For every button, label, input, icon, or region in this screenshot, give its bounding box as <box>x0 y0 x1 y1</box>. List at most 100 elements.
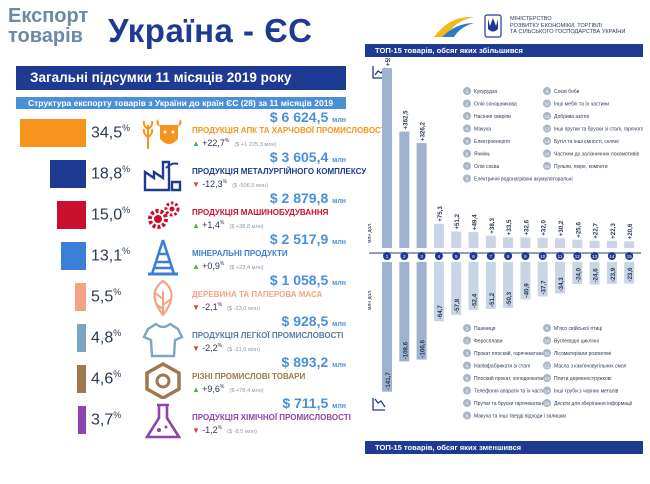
decrease-legend-number: 12 <box>544 363 550 368</box>
increase-legend-badge <box>543 162 551 170</box>
nut-icon <box>145 361 181 399</box>
category-badge <box>504 252 513 260</box>
decrease-bar <box>606 262 617 284</box>
change-line: ▲ +1,4%($ +38,8 млн) <box>192 220 264 230</box>
decrease-legend-item: Інші труби з чорних металів <box>554 388 619 394</box>
decrease-label: -108,6 <box>402 341 409 359</box>
category-number: 12 <box>575 254 581 259</box>
category-badge <box>383 252 391 260</box>
increase-legend-badge <box>463 99 471 108</box>
category-row: 15,0% $ 2 879,8 млн ПРОДУКЦІЯ МАШИНОБУДУВА… <box>16 190 356 239</box>
category-name: ПРОДУКЦІЯ МАШИНОБУДУВАННЯ <box>192 208 329 217</box>
arrow-down-icon: ▼ <box>192 303 203 312</box>
decrease-label: -23,9 <box>610 267 617 282</box>
change-percent: +1,4 <box>202 220 220 230</box>
decrease-bar <box>537 262 548 297</box>
category-number: 1 <box>386 254 389 259</box>
decrease-legend-number: 1 <box>466 326 469 331</box>
increase-legend-item: Ячмінь <box>474 151 491 157</box>
category-name: МІНЕРАЛЬНІ ПРОДУКТИ <box>192 249 288 258</box>
amount-unit: млн <box>332 403 346 410</box>
trident-emblem-icon <box>484 14 502 38</box>
increase-legend-number: 11 <box>545 114 550 119</box>
decrease-legend-badge <box>463 374 471 382</box>
amount-unit: млн <box>332 362 346 369</box>
increase-bar <box>485 235 496 248</box>
increase-bar <box>503 237 514 248</box>
category-badge <box>486 252 495 260</box>
decrease-legend-item: М'ясо свійської птиці <box>554 325 602 332</box>
arrow-up-icon: ▲ <box>192 385 203 394</box>
increase-label: +49,4 <box>472 214 479 230</box>
category-name: ДЕРЕВИНА ТА ПАПЕРОВА МАСА <box>192 290 323 299</box>
increase-label: +33,5 <box>506 219 513 235</box>
change-line: ▼ -2,1%($ -23,0 млн) <box>192 302 261 312</box>
increase-legend-number: 13 <box>544 139 550 144</box>
category-number: 3 <box>420 254 423 259</box>
decrease-bar <box>468 262 479 310</box>
increase-legend-badge <box>463 87 471 95</box>
increase-label: +30,2 <box>558 220 565 236</box>
decrease-legend-number: 9 <box>546 326 549 331</box>
category-row: 18,8% $ 3 605,4 млн ПРОДУКЦІЯ МЕТАЛУРГІЙНО… <box>16 149 366 198</box>
increase-legend-item: Добрива азотні <box>554 114 589 120</box>
ministry-logo-icon <box>434 16 474 37</box>
category-badge <box>521 252 530 260</box>
decrease-label: -52,4 <box>472 293 479 308</box>
increase-legend-number: 1 <box>466 89 469 94</box>
export-line-1: Експорт <box>8 5 89 27</box>
decrease-legend-badge <box>543 336 551 345</box>
increase-bar <box>589 240 600 248</box>
increase-legend-badge <box>463 174 471 183</box>
increase-legend-item: Пульпи, пюре, компоти <box>554 164 608 170</box>
increase-bar <box>451 231 462 248</box>
decrease-legend-number: 3 <box>466 351 469 356</box>
increase-label: +32,0 <box>541 219 548 235</box>
change-line: ▼ -2,2%($ -21,0 млн) <box>192 343 261 353</box>
change-line: ▼ -1,2%($ -8,5 млн) <box>192 425 257 435</box>
increase-chart-title: ТОП-15 товарів, обсяг яких збільшився <box>365 44 643 57</box>
increase-legend-badge <box>543 99 551 108</box>
export-amount: $ 1 058,5 млн <box>270 272 346 288</box>
increase-label: +22,7 <box>593 222 600 238</box>
change-percent: -2,2 <box>202 343 218 353</box>
increase-legend-item: Бутіл та інші ємності, скляні <box>554 139 619 145</box>
increase-legend-item: Кукурудза <box>474 89 497 95</box>
arrow-up-icon: ▲ <box>192 221 203 230</box>
share-percent: 5,5% <box>91 287 122 306</box>
leaf-icon <box>153 279 173 317</box>
decrease-bar <box>503 262 514 309</box>
category-number: 5 <box>455 254 458 259</box>
category-row: 4,8% $ 928,5 млн ПРОДУКЦІЯ ЛЕГКОЇ ПРОМИСЛО… <box>16 313 356 362</box>
change-percent: +9,6 <box>202 384 220 394</box>
decrease-label: -141,7 <box>385 372 392 390</box>
change-line: ▲ +9,6%($ +78,4 млн) <box>192 384 264 394</box>
share-swatch <box>78 406 86 434</box>
share-swatch <box>50 160 86 188</box>
decrease-legend-number: 7 <box>466 401 469 406</box>
share-swatch <box>77 365 86 393</box>
arrow-down-icon: ▼ <box>192 180 203 189</box>
increase-legend-badge <box>463 112 471 120</box>
amount-unit: млн <box>332 117 346 124</box>
share-percent: 18,8% <box>91 164 131 183</box>
increase-legend-number: 10 <box>544 101 550 106</box>
change-absolute: ($ -21,0 млн) <box>227 347 261 353</box>
increase-label: +559,6 <box>385 58 392 66</box>
increase-legend-badge <box>543 137 551 145</box>
increase-legend-badge <box>463 137 471 145</box>
amount-value: $ 3 605,4 <box>269 149 329 165</box>
increase-legend-item: Олія соняшникова <box>474 101 517 107</box>
summary-title-bar: Загальні підсумки 11 місяців 2019 року <box>16 66 346 90</box>
increase-legend-badge <box>543 124 551 133</box>
category-badge <box>452 252 461 260</box>
share-swatch <box>61 242 86 270</box>
decrease-legend-item: Плити деревностружкові <box>554 376 611 382</box>
change-line: ▲ +0,9%($ +23,4 млн) <box>192 261 264 271</box>
increase-bar <box>382 68 392 248</box>
decrease-bar <box>399 262 410 362</box>
decrease-legend-item: Феросплави <box>474 338 503 344</box>
decrease-legend-item: Пшениця <box>474 326 496 332</box>
increase-label: +38,3 <box>489 217 496 233</box>
amount-unit: млн <box>332 280 346 287</box>
